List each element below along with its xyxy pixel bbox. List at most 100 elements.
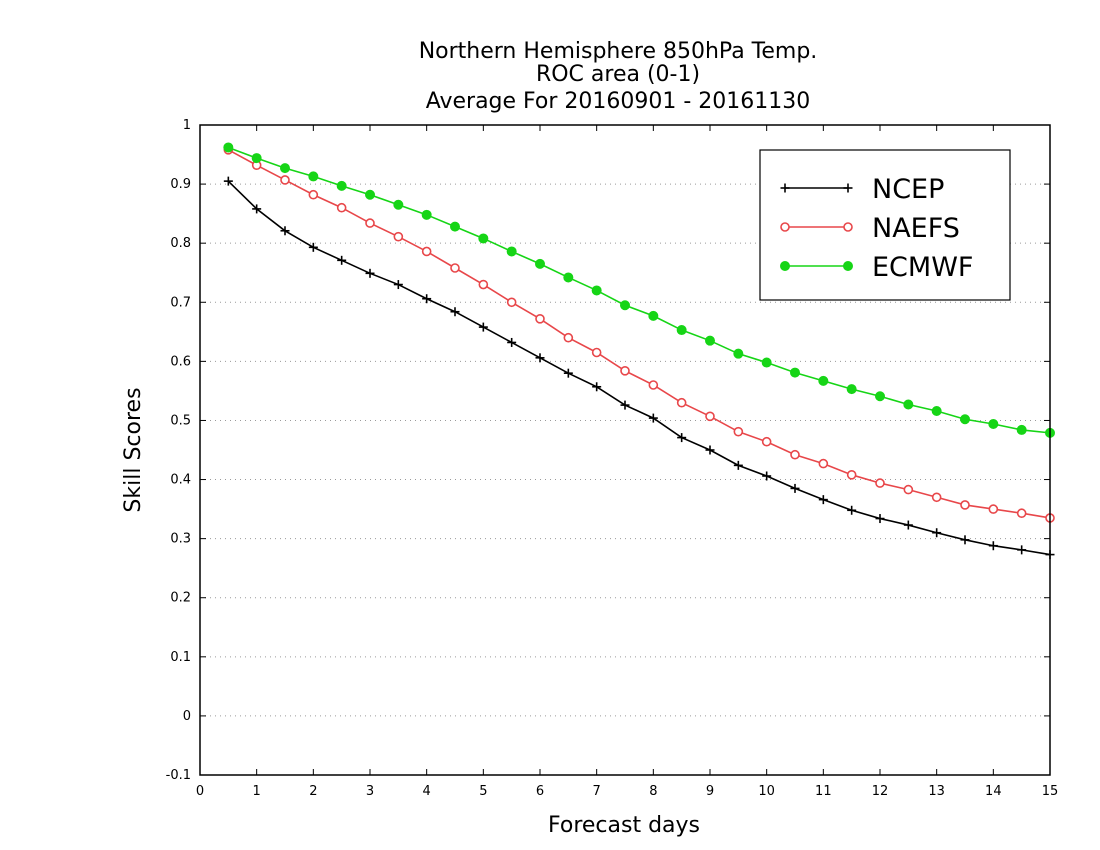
y-tick-label: 0.1 (170, 650, 191, 665)
data-point-naefs (960, 500, 970, 510)
data-point-ecmwf (931, 406, 942, 416)
data-point-ncep (563, 368, 573, 378)
data-point-naefs (676, 397, 687, 408)
data-point-ecmwf (535, 258, 545, 269)
data-point-naefs (421, 246, 432, 257)
data-point-ncep (422, 294, 432, 304)
title-line-2: ROC area (0-1) (536, 62, 700, 87)
data-point-naefs (620, 366, 630, 376)
data-point-ecmwf (761, 357, 772, 368)
data-point-naefs (563, 332, 574, 343)
data-point-ncep (337, 255, 347, 265)
title-line-1: Northern Hemisphere 850hPa Temp. (419, 39, 818, 64)
data-point-ncep (450, 307, 460, 317)
title-line-3: Average For 20160901 - 20161130 (426, 89, 811, 114)
data-point-ncep (988, 541, 998, 551)
data-point-ecmwf (960, 414, 970, 425)
legend-label-ecmwf: ECMWF (872, 252, 973, 283)
data-point-naefs (506, 297, 517, 308)
x-tick-label: 6 (536, 784, 544, 799)
data-point-ecmwf (591, 285, 602, 296)
data-point-ecmwf (790, 367, 800, 378)
legend-marker-naefs (843, 222, 853, 232)
axis-ticks: -0.100.10.20.30.40.50.60.70.80.910 1 2 3 4 5 6… (166, 118, 1059, 799)
data-point-ncep (308, 242, 318, 252)
series-naefs (223, 145, 1055, 523)
data-point-ncep (847, 505, 857, 515)
legend-item-ecmwf: ECMWF (780, 252, 973, 283)
data-point-ncep (507, 337, 517, 347)
data-point-ecmwf (308, 171, 319, 182)
data-point-ecmwf (818, 375, 829, 386)
x-axis-label: Forecast days (548, 813, 700, 838)
x-tick-label: 4 (423, 784, 431, 799)
data-point-naefs (790, 449, 800, 460)
data-point-ncep (903, 520, 913, 530)
data-point-ncep (790, 483, 800, 493)
x-tick-label: 1 (253, 784, 261, 799)
data-point-naefs (535, 314, 545, 324)
x-tick-label: 7 (593, 784, 601, 799)
data-point-naefs (705, 411, 715, 422)
x-tick-label: 3 (366, 784, 374, 799)
y-axis-label: Skill Scores (121, 387, 146, 512)
data-point-ecmwf (365, 189, 375, 200)
data-point-ecmwf (563, 272, 574, 283)
data-point-ncep (960, 535, 970, 545)
data-point-ncep (677, 433, 687, 443)
data-point-naefs (365, 218, 375, 228)
data-point-ncep (592, 382, 602, 392)
x-tick-label: 15 (1042, 784, 1059, 799)
x-tick-label: 11 (815, 784, 832, 799)
data-point-naefs (988, 504, 999, 514)
legend-marker-ncep (780, 183, 790, 193)
data-point-naefs (280, 175, 290, 185)
legend-box (759, 149, 1011, 301)
chart-title: Northern Hemisphere 850hPa Temp. ROC are… (419, 39, 818, 114)
series-line-ncep (227, 180, 1051, 556)
data-point-naefs (591, 347, 602, 358)
data-point-ecmwf (450, 221, 460, 232)
legend-label-ncep: NCEP (872, 174, 944, 205)
plot-frame (199, 124, 1051, 776)
x-tick-label: 2 (309, 784, 317, 799)
data-point-ecmwf (705, 335, 715, 346)
data-point-ecmwf (676, 325, 687, 336)
data-point-ecmwf (620, 300, 630, 311)
data-point-ncep (478, 322, 488, 332)
legend-item-naefs: NAEFS (780, 213, 960, 244)
data-point-ncep (620, 400, 630, 410)
data-point-ncep (223, 176, 233, 186)
data-point-ncep (535, 353, 545, 363)
data-point-naefs (308, 189, 319, 200)
y-tick-label: 0.3 (170, 532, 191, 547)
data-point-naefs (478, 279, 489, 290)
y-tick-label: 0.2 (170, 591, 191, 606)
data-point-naefs (450, 263, 460, 273)
data-point-naefs (875, 478, 885, 488)
data-point-ncep (762, 471, 772, 481)
data-point-ecmwf (988, 419, 999, 429)
legend-marker-naefs (780, 222, 790, 232)
y-tick-label: 0.5 (170, 413, 191, 428)
y-tick-label: 0.6 (170, 354, 191, 369)
data-point-ecmwf (903, 399, 914, 410)
series-ecmwf (223, 142, 1055, 438)
data-point-naefs (336, 202, 347, 213)
series-ncep (223, 176, 1055, 560)
data-point-ncep (932, 528, 942, 538)
x-tick-label: 5 (479, 784, 487, 799)
y-tick-label: 0.7 (170, 295, 191, 310)
data-point-naefs (1016, 508, 1027, 519)
data-point-ecmwf (421, 209, 432, 220)
legend-marker-ecmwf (843, 261, 853, 271)
data-point-naefs (818, 458, 829, 469)
x-tick-label: 14 (985, 784, 1002, 799)
data-point-ecmwf (393, 199, 404, 210)
data-point-ecmwf (280, 163, 290, 174)
x-tick-label: 8 (649, 784, 657, 799)
data-point-ncep (705, 445, 715, 455)
legend-marker-ecmwf (780, 261, 790, 271)
legend-label-naefs: NAEFS (872, 213, 960, 244)
